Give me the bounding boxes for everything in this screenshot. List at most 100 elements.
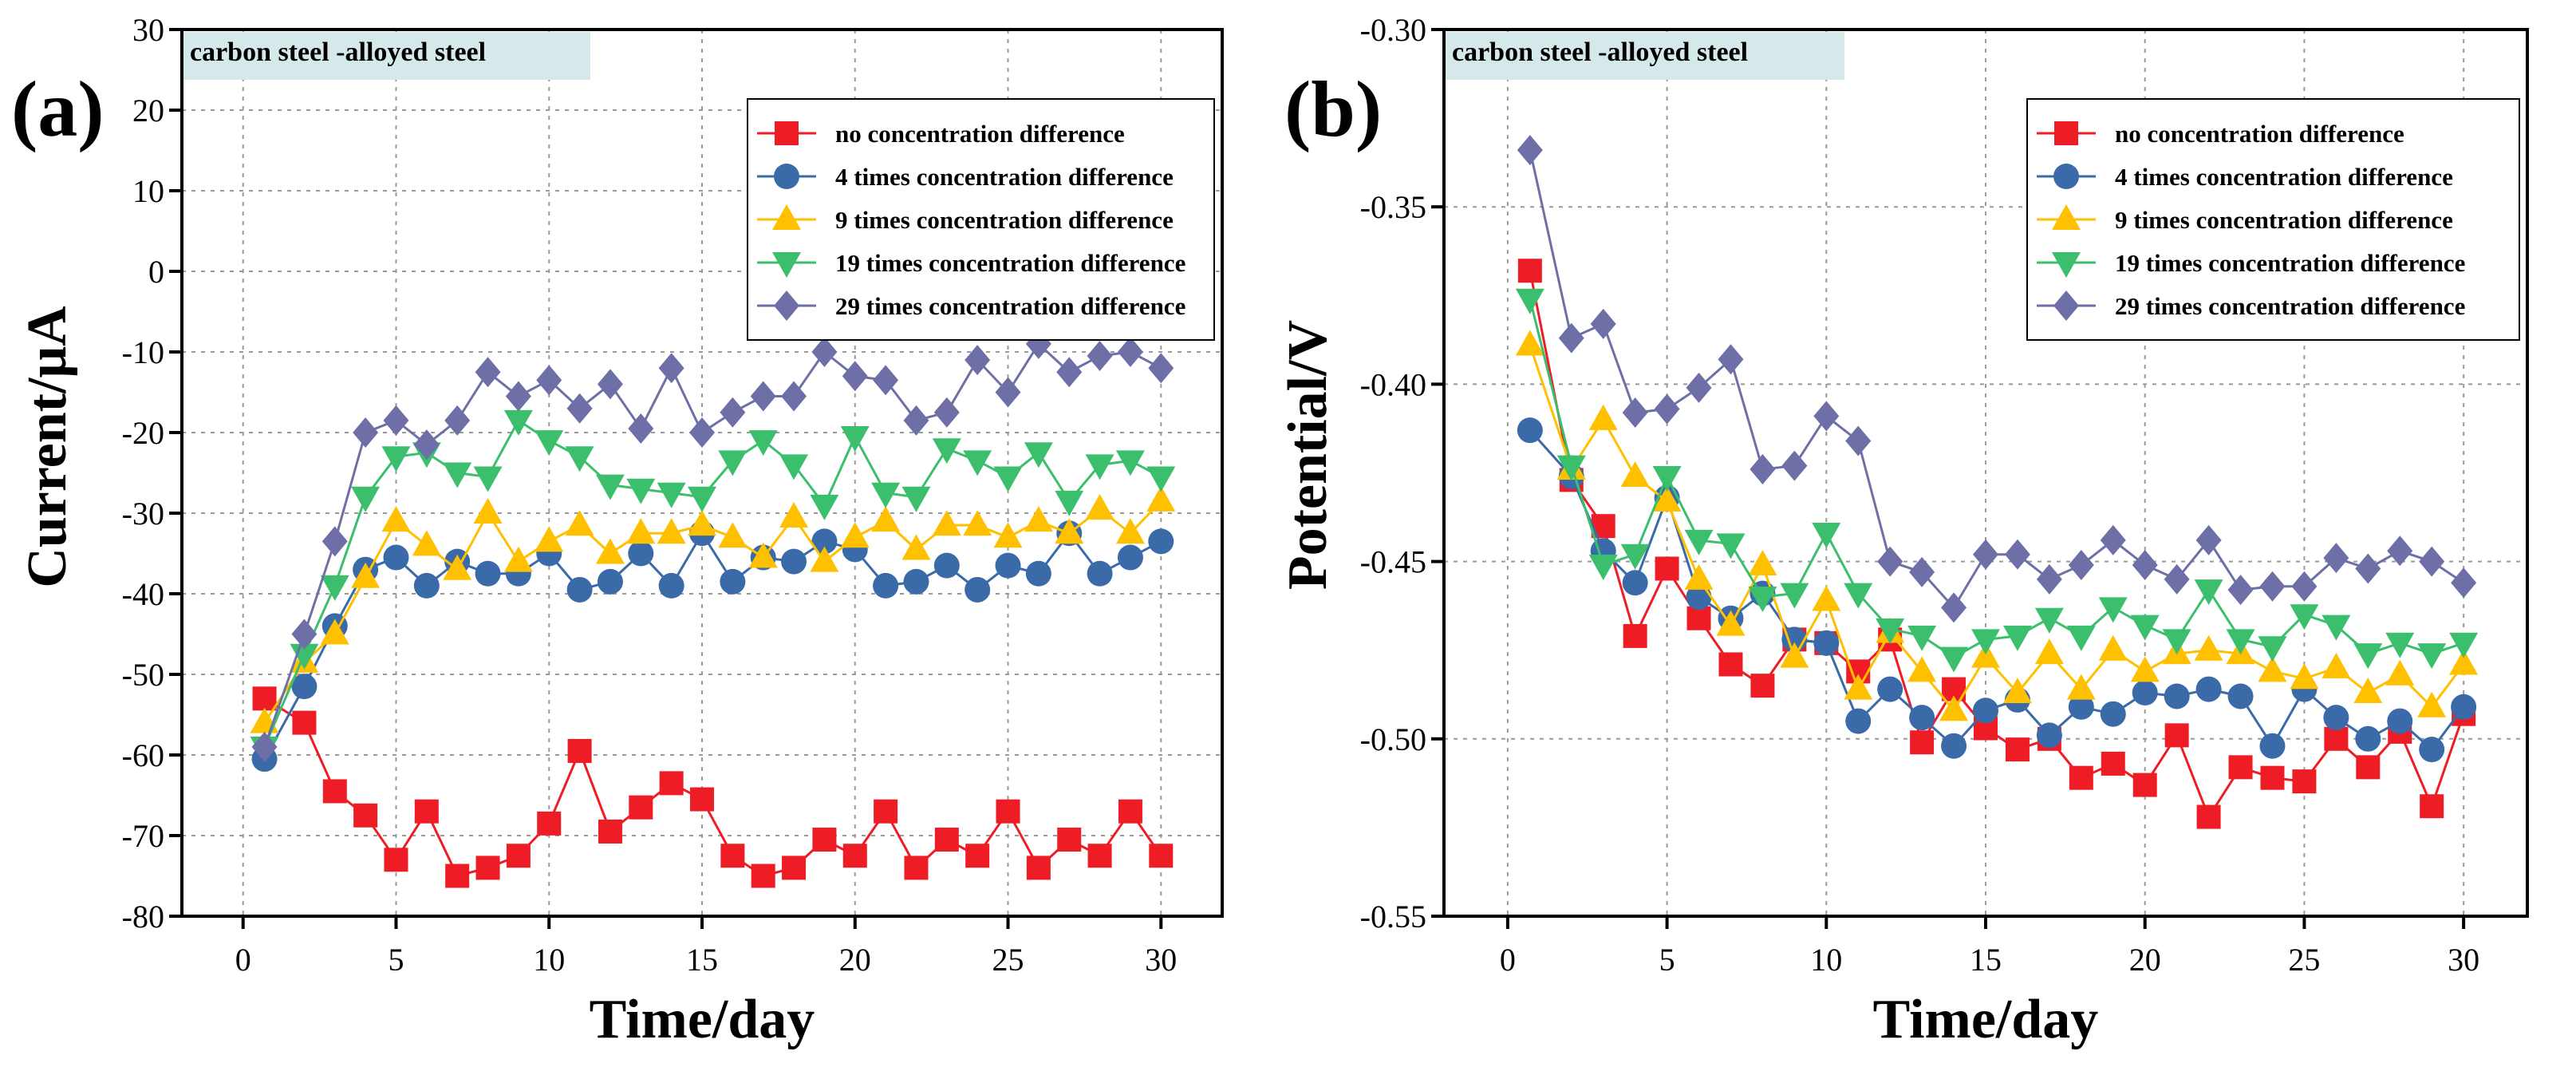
x-axis-title: Time/day xyxy=(590,989,815,1050)
data-point xyxy=(811,528,838,555)
y-tick-label: -40 xyxy=(122,576,164,612)
data-point xyxy=(1517,259,1542,283)
legend-label: no concentration difference xyxy=(835,120,1125,148)
data-point xyxy=(993,466,1023,492)
data-point xyxy=(873,365,899,396)
legend-marker xyxy=(772,204,801,230)
data-point xyxy=(320,575,349,601)
data-point xyxy=(2290,604,2319,630)
data-point xyxy=(657,482,686,508)
data-point xyxy=(2355,725,2381,752)
legend-marker xyxy=(774,164,799,189)
data-point xyxy=(2324,726,2349,751)
data-point xyxy=(2066,674,2096,700)
data-point xyxy=(2164,723,2189,748)
data-point xyxy=(1652,486,1682,512)
data-point xyxy=(1057,828,1082,852)
x-tick-label: 30 xyxy=(1145,942,1177,978)
data-point xyxy=(842,361,868,392)
data-point xyxy=(2228,755,2253,780)
y-axis-title: Potential/V xyxy=(1277,320,1339,590)
data-point xyxy=(2034,638,2064,665)
data-point xyxy=(1971,629,2000,655)
data-point xyxy=(413,572,440,599)
y-tick-label: -0.50 xyxy=(1360,721,1426,757)
x-tick-label: 25 xyxy=(992,942,1024,978)
data-point xyxy=(904,856,929,880)
data-point xyxy=(1148,353,1174,384)
data-point xyxy=(1939,646,1969,673)
data-point xyxy=(658,353,684,384)
data-point xyxy=(322,779,347,804)
data-point xyxy=(383,544,409,571)
data-point xyxy=(2258,636,2287,662)
data-point xyxy=(626,478,656,504)
data-point xyxy=(842,844,867,868)
data-point xyxy=(1939,695,1969,721)
data-point xyxy=(475,856,500,880)
data-point xyxy=(595,474,625,500)
x-tick-label: 15 xyxy=(686,942,718,978)
data-point xyxy=(1941,733,1967,759)
data-point xyxy=(1087,560,1113,587)
data-point xyxy=(414,799,439,824)
data-point xyxy=(1055,518,1084,544)
data-point xyxy=(628,540,654,567)
data-point xyxy=(1024,442,1053,468)
data-point xyxy=(2002,678,2032,704)
data-point xyxy=(1149,844,1174,868)
x-tick-label: 0 xyxy=(235,942,251,978)
data-point xyxy=(505,381,531,412)
data-point xyxy=(2387,708,2413,734)
data-point xyxy=(901,534,931,560)
series-2 xyxy=(250,485,1176,733)
series-0 xyxy=(1517,259,2476,829)
annotation-box xyxy=(183,32,590,80)
data-point xyxy=(1556,455,1586,481)
data-point xyxy=(535,526,564,552)
data-point xyxy=(251,731,278,762)
data-point xyxy=(473,498,503,524)
y-tick-label: -20 xyxy=(122,415,164,451)
data-point xyxy=(901,486,931,512)
data-point xyxy=(2196,804,2221,829)
data-point xyxy=(1780,583,1809,609)
data-point xyxy=(965,576,991,603)
legend-marker xyxy=(2054,121,2078,145)
series-line xyxy=(263,418,1162,748)
data-point xyxy=(443,554,472,580)
data-point xyxy=(720,844,745,868)
data-point xyxy=(1748,587,1777,613)
data-point xyxy=(782,856,807,880)
data-point xyxy=(381,506,411,532)
data-point xyxy=(351,562,381,588)
data-point xyxy=(2164,563,2190,595)
y-tick-label: -0.55 xyxy=(1360,899,1426,935)
data-point xyxy=(1686,372,1712,403)
data-point xyxy=(2132,773,2157,797)
data-point xyxy=(720,397,746,428)
data-point xyxy=(1146,466,1176,492)
data-point xyxy=(1085,454,1114,480)
data-point xyxy=(1620,460,1650,487)
data-point xyxy=(1877,676,1903,702)
data-point xyxy=(567,738,592,763)
data-point xyxy=(1748,550,1777,576)
data-point xyxy=(963,450,992,476)
data-point xyxy=(934,828,959,852)
data-point xyxy=(1684,529,1714,555)
x-tick-label: 10 xyxy=(1810,942,1842,978)
data-point xyxy=(781,548,807,575)
data-point xyxy=(810,546,839,572)
data-point xyxy=(413,429,440,460)
data-point xyxy=(2290,663,2319,690)
data-point xyxy=(1877,546,1903,577)
data-point xyxy=(566,576,593,603)
data-point xyxy=(965,345,991,376)
data-point xyxy=(1588,555,1618,581)
data-point xyxy=(2130,615,2160,641)
data-point xyxy=(933,552,960,579)
chart-panel-a: 0 5 10 15 20 25 30 -80 -70 -60 -50 -40 -30 -20 -10 0 10 2… xyxy=(11,12,1224,1050)
data-point xyxy=(1813,630,1840,656)
data-point xyxy=(322,526,348,557)
